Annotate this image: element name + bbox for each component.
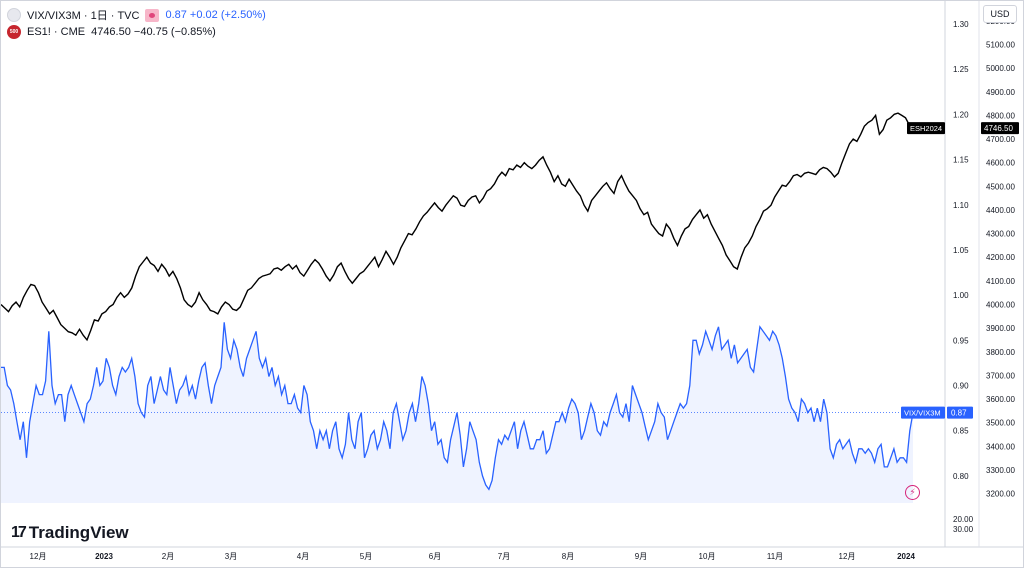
vix-value-tag-label: 0.87 — [951, 409, 967, 418]
ratio-axis-tick-label: 1.00 — [953, 291, 969, 300]
ratio-axis-tick-label: 1.20 — [953, 110, 969, 119]
es-axis-tick-label: 4600.00 — [986, 159, 1015, 168]
es-axis-tick-label: 4300.00 — [986, 230, 1015, 239]
es-name-tag — [907, 122, 945, 135]
es-axis-tick-label: 4700.00 — [986, 135, 1015, 144]
currency-button[interactable]: USD — [983, 5, 1017, 23]
eye-icon[interactable] — [145, 8, 160, 22]
es-value-tag — [981, 122, 1019, 135]
ratio-axis-tick-label: 0.85 — [953, 427, 969, 436]
ratio-axis-tick-label: 0.80 — [953, 472, 969, 481]
es-axis-tick-label: 3300.00 — [986, 466, 1015, 475]
es-axis-tick-label: 4000.00 — [986, 300, 1015, 309]
es-axis-tick-label: 5000.00 — [986, 64, 1015, 73]
es-axis-tick-label: 3500.00 — [986, 419, 1015, 428]
es-name-tag-label: ESH2024 — [910, 124, 942, 133]
ratio-axis-tick-label: 0.95 — [953, 336, 969, 345]
extra-scale-tick-label: 20.00 — [953, 515, 974, 524]
es-axis-tick-label: 4400.00 — [986, 206, 1015, 215]
time-axis-label: 7月 — [498, 552, 510, 561]
time-axis-label: 2023 — [95, 552, 113, 561]
vix-value-tag — [947, 406, 973, 419]
time-axis-label: 10月 — [699, 552, 716, 561]
time-axis-label: 5月 — [360, 552, 372, 561]
es-axis-tick-label: 4900.00 — [986, 88, 1015, 97]
es-axis-tick-label: 4500.00 — [986, 182, 1015, 191]
es-axis-tick-label: 3800.00 — [986, 348, 1015, 357]
time-axis-label: 12月 — [30, 552, 47, 561]
time-axis-label: 6月 — [429, 552, 441, 561]
ratio-axis-tick-label: 1.15 — [953, 156, 969, 165]
time-axis-label: 12月 — [839, 552, 856, 561]
time-axis-label: 4月 — [297, 552, 309, 561]
tradingview-logo[interactable]: 17 TradingView — [11, 523, 129, 543]
time-axis-label: 9月 — [635, 552, 647, 561]
es-axis-tick-label: 3200.00 — [986, 490, 1015, 499]
time-axis-label: 2月 — [162, 552, 174, 561]
sp500-badge-icon: 500 — [7, 25, 21, 39]
ratio-axis-tick-label: 1.10 — [953, 201, 969, 210]
time-axis-label: 2024 — [897, 552, 915, 561]
vix-name-tag — [901, 406, 945, 419]
es-axis-tick-label: 4200.00 — [986, 253, 1015, 262]
time-axis-label: 8月 — [562, 552, 574, 561]
es-axis-tick-label: 3700.00 — [986, 371, 1015, 380]
legend-vix[interactable]: VIX/VIX3M · 1日 · TVC 0.87 +0.02 (+2.50%) — [7, 7, 266, 23]
legend-es[interactable]: 500 ES1! · CME 4746.50 −40.75 (−0.85%) — [7, 25, 216, 39]
time-axis-label: 3月 — [225, 552, 237, 561]
legend-vix-values: 0.87 +0.02 (+2.50%) — [165, 9, 266, 21]
es-axis-tick-label: 4100.00 — [986, 277, 1015, 286]
es-axis-tick-label: 4800.00 — [986, 111, 1015, 120]
es-axis-tick-label: 3600.00 — [986, 395, 1015, 404]
legend-es-values: 4746.50 −40.75 (−0.85%) — [91, 26, 216, 38]
es-series-line — [1, 112, 914, 342]
legend-vix-title: VIX/VIX3M · 1日 · TVC — [27, 10, 140, 22]
extra-scale-tick-label: 30.00 — [953, 525, 974, 534]
es-axis-tick-label: 3400.00 — [986, 442, 1015, 451]
legend-es-title: ES1! · CME — [27, 26, 86, 38]
tradingview-logo-icon: 17 — [11, 524, 27, 541]
gray-circle-icon — [7, 8, 21, 22]
ratio-axis-tick-label: 1.05 — [953, 246, 969, 255]
es-axis-tick-label: 3900.00 — [986, 324, 1015, 333]
es-axis-tick-label: 5100.00 — [986, 41, 1015, 50]
time-axis-label: 11月 — [767, 552, 783, 561]
lightning-icon[interactable]: ⚡ — [905, 485, 920, 500]
es-value-tag-label: 4746.50 — [984, 124, 1013, 133]
ratio-axis-tick-label: 1.30 — [953, 20, 969, 29]
ratio-axis-tick-label: 0.90 — [953, 382, 969, 391]
vix-name-tag-label: VIX/VIX3M — [904, 409, 941, 418]
tradingview-logo-text: TradingView — [28, 523, 129, 542]
ratio-axis-tick-label: 1.25 — [953, 65, 969, 74]
